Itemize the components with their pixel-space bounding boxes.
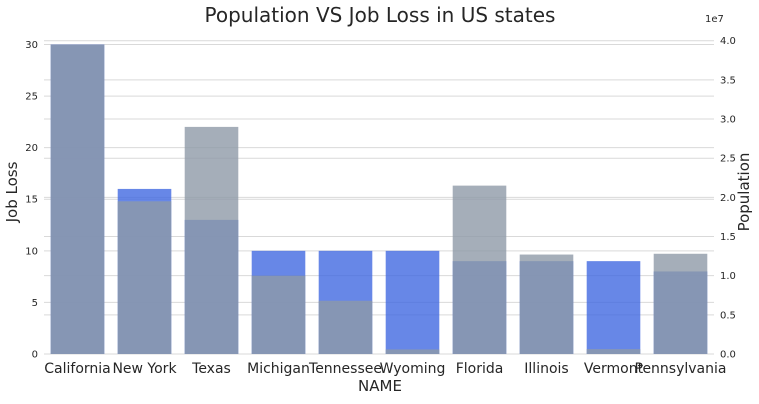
y-tick-label-right: 0.5 <box>720 310 736 321</box>
bar-population <box>519 254 574 354</box>
right-axis-multiplier: 1e7 <box>705 14 724 25</box>
bar-job-loss <box>586 261 641 354</box>
x-tick-label: Florida <box>456 361 504 377</box>
y-tick-label-left: 30 <box>25 40 38 51</box>
y-tick-label-right: 1.5 <box>720 232 736 243</box>
y-tick-label-left: 25 <box>25 92 38 103</box>
x-tick-label: Wyoming <box>380 361 446 377</box>
y-tick-label-right: 0.0 <box>720 350 736 361</box>
y-tick-label-right: 1.0 <box>720 271 736 282</box>
y-tick-label-right: 2.5 <box>720 154 736 165</box>
bar-job-loss <box>385 250 440 354</box>
x-tick-label: New York <box>112 361 177 377</box>
y-tick-label-right: 4.0 <box>720 36 736 47</box>
y-tick-label-right: 3.5 <box>720 75 736 86</box>
bar-population <box>251 275 306 354</box>
bar-population <box>50 44 105 354</box>
x-tick-label: Pennsylvania <box>635 361 727 377</box>
y-tick-label-right: 2.0 <box>720 193 736 204</box>
y-tick-label-left: 15 <box>25 195 38 206</box>
x-tick-label: Illinois <box>524 361 568 377</box>
y-tick-label-left: 5 <box>32 298 38 309</box>
x-tick-label: Texas <box>191 361 231 377</box>
y-tick-label-left: 0 <box>32 350 38 361</box>
y-tick-label-left: 20 <box>25 143 38 154</box>
x-axis-label: NAME <box>358 377 402 395</box>
bar-population <box>385 349 440 354</box>
bar-population <box>318 300 373 354</box>
x-tick-label: Vermont <box>584 361 644 377</box>
y-tick-label-right: 3.0 <box>720 115 736 126</box>
bar-population <box>117 201 172 354</box>
bar-population <box>452 185 507 354</box>
y-ticks-right: 0.0 0.5 1.0 1.5 2.0 2.5 3.0 3.5 4.0 <box>720 36 736 360</box>
bar-population <box>184 126 239 354</box>
x-tick-label: Tennessee <box>308 361 382 377</box>
y-axis-label-right: Population <box>735 153 753 232</box>
y-tick-label-left: 10 <box>25 246 38 257</box>
y-ticks-left: 0 5 10 15 20 25 30 <box>25 40 38 361</box>
bar-population <box>586 349 641 354</box>
chart-title: Population VS Job Loss in US states <box>205 3 556 27</box>
x-ticks: California New York Texas Michigan Tennessee… <box>44 361 726 377</box>
x-tick-label: California <box>44 361 110 377</box>
bar-population <box>653 253 708 354</box>
bars-population <box>50 44 708 354</box>
x-tick-label: Michigan <box>247 361 310 377</box>
y-axis-label-left: Job Loss <box>3 161 21 223</box>
